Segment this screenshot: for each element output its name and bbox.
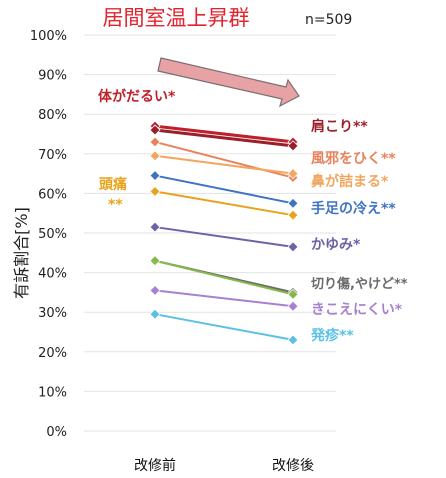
series-line — [154, 289, 294, 308]
data-point — [287, 288, 299, 300]
series-label: 体がだるい* — [98, 88, 176, 105]
series-3 — [149, 150, 299, 180]
y-tick-label: 10% — [38, 385, 67, 400]
data-point — [149, 150, 161, 162]
data-point — [149, 185, 161, 197]
series-5 — [149, 170, 299, 209]
y-tick-label: 80% — [38, 108, 67, 123]
data-point — [149, 284, 161, 296]
y-tick-label: 70% — [38, 148, 67, 163]
series-line — [154, 190, 294, 217]
series-label: 鼻が詰まる* — [311, 173, 389, 190]
series-line — [154, 174, 294, 205]
data-point — [287, 300, 299, 312]
data-point — [149, 170, 161, 182]
data-point — [287, 241, 299, 253]
series-label: 頭痛** — [99, 176, 127, 213]
y-tick-label: 30% — [38, 306, 67, 321]
series-label: 風邪をひく** — [311, 151, 396, 167]
y-tick-label: 90% — [38, 69, 67, 84]
x-category-label: 改修前 — [134, 457, 176, 474]
series-layer — [149, 120, 299, 346]
series-label: 手足の冷え** — [311, 200, 396, 217]
series-label: かゆみ* — [311, 237, 361, 253]
series-6 — [149, 221, 299, 253]
series-10 — [149, 308, 299, 346]
y-tick-label: 20% — [38, 346, 67, 361]
x-category-labels: 改修前 改修後 — [134, 457, 314, 474]
data-point — [149, 221, 161, 233]
data-point — [287, 140, 299, 152]
series-9 — [149, 284, 299, 312]
series-8 — [149, 255, 299, 300]
y-tick-label: 60% — [38, 187, 67, 202]
data-point — [149, 124, 161, 136]
data-point — [287, 334, 299, 346]
series-label: 切り傷,やけど** — [311, 276, 408, 292]
series-line — [154, 313, 294, 341]
data-point — [287, 197, 299, 209]
series-line — [154, 226, 294, 248]
data-point — [149, 136, 161, 148]
trend-arrow — [157, 57, 300, 108]
chart-title: 居間室温上昇群 — [103, 6, 250, 30]
series-line — [153, 124, 295, 144]
y-tick-label: 40% — [38, 267, 67, 282]
x-category-label: 改修後 — [272, 458, 314, 474]
y-tick-label: 100% — [30, 29, 67, 44]
series-line — [154, 154, 294, 175]
series-line — [154, 259, 294, 296]
series-labels: 体がだるい* 肩こり** 風邪をひく** 鼻が詰まる* 頭痛** 手足の冷え** かゆみ* 切… — [98, 88, 408, 344]
data-point — [149, 308, 161, 320]
data-point — [149, 255, 161, 267]
series-4 — [149, 185, 299, 221]
data-point — [287, 209, 299, 221]
series-label: きこえにくい* — [311, 302, 403, 318]
series-label: 肩こり** — [311, 118, 368, 135]
y-tick-labels: 0% 10% 20% 30% 40% 50% 60% 70% 80% 90% 100% — [30, 29, 67, 440]
series-line — [153, 128, 295, 148]
series-label: 発疹** — [310, 327, 354, 344]
y-tick-label: 0% — [46, 425, 67, 440]
series-1 — [149, 124, 299, 152]
y-tick-label: 50% — [38, 227, 67, 242]
data-point — [287, 168, 299, 180]
sample-size: n=509 — [305, 12, 352, 28]
y-axis-label: 有訴割合[%] — [12, 207, 31, 299]
